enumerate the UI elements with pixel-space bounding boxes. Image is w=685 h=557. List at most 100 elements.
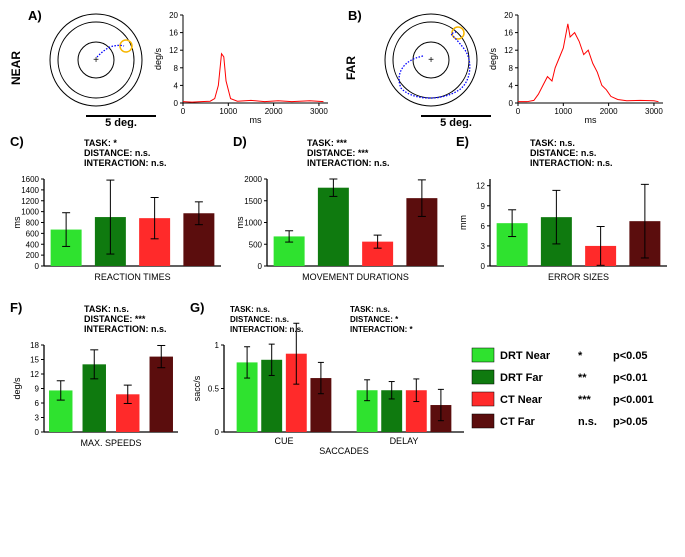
- panel-b: B) FAR+5 deg.0481216200100020003000deg/s…: [343, 8, 678, 128]
- panel-e-label: E): [456, 134, 469, 149]
- svg-text:2000: 2000: [265, 107, 283, 116]
- svg-text:deg/s: deg/s: [153, 47, 163, 70]
- svg-text:mm: mm: [458, 215, 468, 230]
- svg-text:ms: ms: [250, 115, 262, 125]
- svg-text:6: 6: [481, 222, 486, 231]
- svg-text:5 deg.: 5 deg.: [105, 117, 137, 128]
- svg-text:deg/s: deg/s: [488, 47, 498, 70]
- svg-text:DRT Far: DRT Far: [500, 372, 544, 384]
- svg-text:1000: 1000: [21, 208, 39, 217]
- svg-text:1000: 1000: [554, 107, 572, 116]
- panel-a: A) NEAR+5 deg.0481216200100020003000deg/…: [8, 8, 343, 128]
- svg-text:ERROR SIZES: ERROR SIZES: [548, 272, 609, 282]
- svg-text:1000: 1000: [244, 219, 262, 228]
- svg-text:0: 0: [481, 262, 486, 271]
- panel-c-svg: TASK: *DISTANCE: n.s.INTERACTION: n.s.02…: [8, 134, 231, 294]
- svg-text:500: 500: [249, 240, 263, 249]
- panel-d-label: D): [233, 134, 247, 149]
- panel-g-svg: 00.51sacc/sTASK: n.s.DISTANCE: n.s.INTER…: [188, 300, 468, 460]
- svg-text:**: **: [578, 372, 587, 384]
- svg-text:0: 0: [174, 99, 179, 108]
- svg-text:3: 3: [481, 242, 486, 251]
- svg-text:0: 0: [215, 428, 220, 437]
- svg-text:1400: 1400: [21, 186, 39, 195]
- svg-text:***: ***: [578, 394, 592, 406]
- panel-a-svg: NEAR+5 deg.0481216200100020003000deg/sms: [8, 8, 343, 128]
- svg-text:3000: 3000: [645, 107, 663, 116]
- panel-b-label: B): [348, 8, 362, 23]
- svg-text:TASK: n.s.: TASK: n.s.: [350, 305, 390, 314]
- svg-text:800: 800: [26, 219, 40, 228]
- svg-text:DISTANCE: n.s.: DISTANCE: n.s.: [530, 148, 596, 158]
- svg-text:REACTION TIMES: REACTION TIMES: [94, 272, 170, 282]
- svg-text:8: 8: [174, 64, 179, 73]
- svg-text:9: 9: [35, 385, 40, 394]
- legend: DRT NearDRT FarCT NearCT Far*p<0.05**p<0…: [468, 300, 677, 460]
- svg-text:4: 4: [174, 81, 179, 90]
- svg-text:DRT Near: DRT Near: [500, 350, 551, 362]
- svg-text:2000: 2000: [600, 107, 618, 116]
- svg-text:MOVEMENT DURATIONS: MOVEMENT DURATIONS: [302, 272, 409, 282]
- svg-text:CUE: CUE: [274, 436, 293, 446]
- svg-text:6: 6: [35, 399, 40, 408]
- svg-text:DISTANCE: *: DISTANCE: *: [350, 315, 399, 324]
- svg-text:sacc/s: sacc/s: [192, 375, 202, 401]
- svg-text:TASK: n.s.: TASK: n.s.: [84, 304, 129, 314]
- svg-text:FAR: FAR: [344, 56, 358, 80]
- svg-text:1600: 1600: [21, 175, 39, 184]
- svg-text:1500: 1500: [244, 197, 262, 206]
- panel-d: D) TASK: ***DISTANCE: ***INTERACTION: n.…: [231, 134, 454, 294]
- panel-g-label: G): [190, 300, 204, 315]
- svg-text:3: 3: [35, 414, 40, 423]
- svg-text:CT Near: CT Near: [500, 394, 543, 406]
- svg-text:DISTANCE: n.s.: DISTANCE: n.s.: [230, 315, 289, 324]
- svg-text:INTERACTION: n.s.: INTERACTION: n.s.: [307, 158, 390, 168]
- svg-text:INTERACTION: *: INTERACTION: *: [350, 325, 414, 334]
- svg-text:NEAR: NEAR: [9, 51, 23, 85]
- svg-text:DISTANCE: n.s.: DISTANCE: n.s.: [84, 148, 150, 158]
- svg-text:CT Far: CT Far: [500, 416, 536, 428]
- svg-text:16: 16: [504, 29, 513, 38]
- svg-text:15: 15: [30, 356, 39, 365]
- svg-text:MAX. SPEEDS: MAX. SPEEDS: [80, 438, 141, 448]
- panel-c: C) TASK: *DISTANCE: n.s.INTERACTION: n.s…: [8, 134, 231, 294]
- svg-text:1: 1: [215, 341, 220, 350]
- panel-e-svg: TASK: n.s.DISTANCE: n.s.INTERACTION: n.s…: [454, 134, 677, 294]
- svg-text:0: 0: [516, 107, 521, 116]
- svg-text:3000: 3000: [310, 107, 328, 116]
- svg-text:DISTANCE: ***: DISTANCE: ***: [84, 314, 146, 324]
- panel-g: G) 00.51sacc/sTASK: n.s.DISTANCE: n.s.IN…: [188, 300, 468, 460]
- svg-text:1000: 1000: [219, 107, 237, 116]
- svg-text:18: 18: [30, 341, 39, 350]
- svg-text:0: 0: [35, 428, 40, 437]
- svg-text:deg/s: deg/s: [12, 377, 22, 400]
- panel-f-label: F): [10, 300, 22, 315]
- svg-text:TASK: ***: TASK: ***: [307, 138, 347, 148]
- legend-svg: DRT NearDRT FarCT NearCT Far*p<0.05**p<0…: [468, 300, 677, 460]
- panel-b-svg: FAR+5 deg.0481216200100020003000deg/sms: [343, 8, 678, 128]
- svg-text:p<0.001: p<0.001: [613, 394, 654, 406]
- svg-text:12: 12: [30, 370, 39, 379]
- svg-text:600: 600: [26, 229, 40, 238]
- svg-text:n.s.: n.s.: [578, 416, 597, 428]
- svg-text:0: 0: [181, 107, 186, 116]
- svg-text:0: 0: [509, 99, 514, 108]
- svg-text:12: 12: [476, 182, 485, 191]
- svg-text:8: 8: [509, 64, 514, 73]
- svg-text:400: 400: [26, 240, 40, 249]
- svg-text:0.5: 0.5: [208, 385, 220, 394]
- panel-f-svg: TASK: n.s.DISTANCE: ***INTERACTION: n.s.…: [8, 300, 188, 460]
- svg-text:p<0.01: p<0.01: [613, 372, 648, 384]
- svg-text:200: 200: [26, 251, 40, 260]
- svg-text:INTERACTION: n.s.: INTERACTION: n.s.: [230, 325, 303, 334]
- svg-text:12: 12: [169, 46, 178, 55]
- svg-text:p>0.05: p>0.05: [613, 416, 648, 428]
- svg-text:9: 9: [481, 202, 486, 211]
- svg-text:0: 0: [258, 262, 263, 271]
- svg-text:12: 12: [504, 46, 513, 55]
- svg-text:ms: ms: [12, 216, 22, 228]
- svg-text:INTERACTION: n.s.: INTERACTION: n.s.: [530, 158, 613, 168]
- panel-d-svg: TASK: ***DISTANCE: ***INTERACTION: n.s.0…: [231, 134, 454, 294]
- svg-text:ms: ms: [585, 115, 597, 125]
- svg-text:20: 20: [169, 11, 178, 20]
